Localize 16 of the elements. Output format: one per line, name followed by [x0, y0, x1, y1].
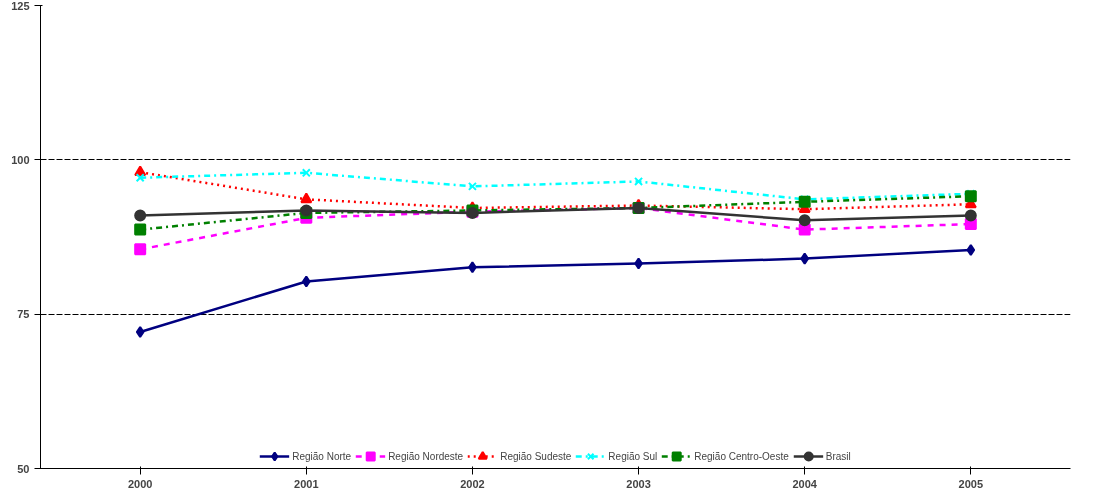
y-tick-label: 75 [17, 308, 30, 321]
x-tick-label: 2005 [958, 477, 984, 490]
x-tick-label: 2002 [460, 477, 485, 490]
y-tick-label: 50 [17, 462, 30, 475]
legend-label: Região Sul [608, 450, 658, 462]
x-tick-label: 2001 [294, 477, 319, 490]
legend-label: Região Centro-Oeste [694, 450, 789, 462]
y-tick-label: 125 [11, 0, 30, 12]
legend-label: Região Sudeste [500, 450, 572, 462]
legend-label: Região Nordeste [388, 450, 464, 462]
x-tick-label: 2003 [626, 477, 651, 490]
legend-label: Região Norte [292, 450, 352, 462]
legend-label: Brasil [825, 450, 851, 462]
y-tick-label: 100 [11, 153, 30, 166]
x-tick-label: 2000 [127, 477, 153, 490]
x-tick-label: 2004 [792, 477, 818, 490]
